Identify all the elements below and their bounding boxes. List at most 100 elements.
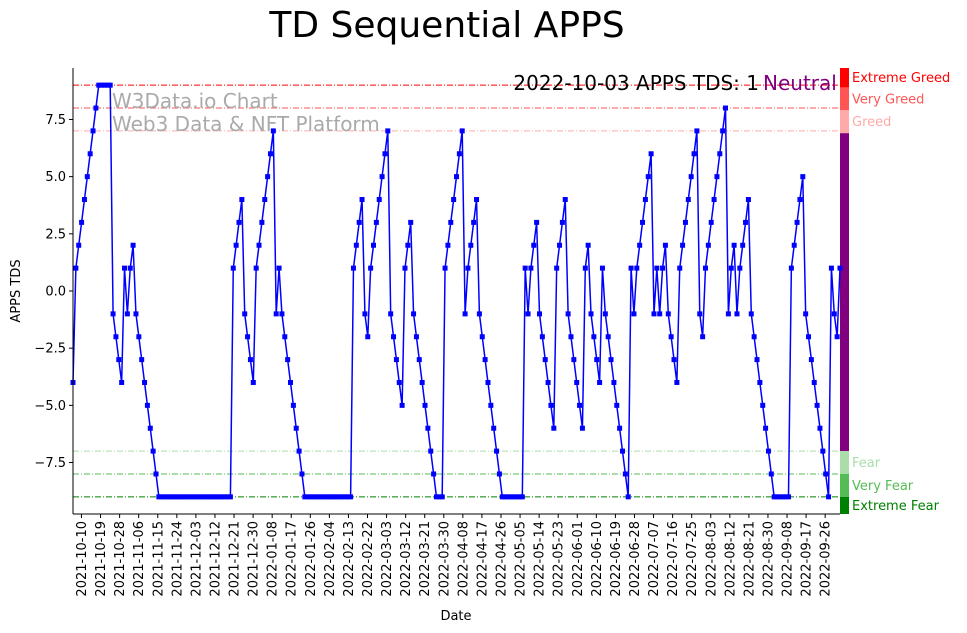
data-point xyxy=(282,334,288,340)
data-point xyxy=(356,219,362,225)
data-point xyxy=(156,494,162,500)
data-point xyxy=(342,494,348,500)
x-tick-label: 2022-04-08 xyxy=(456,521,471,597)
data-point xyxy=(774,494,780,500)
x-tick-label: 2022-05-14 xyxy=(533,521,548,597)
data-point xyxy=(694,128,700,134)
data-point xyxy=(210,494,216,500)
data-point xyxy=(637,242,643,248)
zone-band-1 xyxy=(840,87,849,111)
data-point xyxy=(597,379,603,385)
data-point xyxy=(382,151,388,157)
x-tick-label: 2022-05-05 xyxy=(514,521,529,597)
data-point xyxy=(459,128,465,134)
y-tick-label: −7.5 xyxy=(34,456,66,471)
x-tick-label: 2022-08-12 xyxy=(723,521,738,597)
data-point xyxy=(685,197,691,203)
y-tick-label: 2.5 xyxy=(45,227,66,242)
y-tick-label: −5.0 xyxy=(34,399,66,414)
data-point xyxy=(599,265,605,271)
data-point xyxy=(388,311,394,317)
x-tick-label: 2021-12-21 xyxy=(228,521,243,597)
data-point xyxy=(534,219,540,225)
data-point xyxy=(242,311,248,317)
data-point xyxy=(488,402,494,408)
data-point xyxy=(588,311,594,317)
data-point xyxy=(371,242,377,248)
data-point xyxy=(720,128,726,134)
data-point xyxy=(236,219,242,225)
data-point xyxy=(471,219,477,225)
data-point xyxy=(831,311,837,317)
data-point xyxy=(634,265,640,271)
zone-band-2 xyxy=(840,110,849,134)
data-point xyxy=(748,311,754,317)
data-point xyxy=(482,357,488,363)
data-point xyxy=(270,128,276,134)
x-tick-label: 2022-09-08 xyxy=(781,521,796,597)
data-point xyxy=(319,494,325,500)
x-axis-label: Date xyxy=(440,609,471,624)
zone-band-3 xyxy=(840,133,849,452)
data-point xyxy=(182,494,188,500)
data-point xyxy=(682,219,688,225)
data-point xyxy=(328,494,334,500)
data-point xyxy=(425,425,431,431)
data-point xyxy=(771,494,777,500)
data-point xyxy=(385,128,391,134)
x-tick-label: 2022-04-26 xyxy=(494,521,509,597)
zone-band-0 xyxy=(840,68,849,88)
data-point xyxy=(433,494,439,500)
data-point xyxy=(339,494,345,500)
x-tick-label: 2022-01-17 xyxy=(285,521,300,597)
data-point xyxy=(379,174,385,180)
data-point xyxy=(279,311,285,317)
x-tick-label: 2022-03-12 xyxy=(399,521,414,597)
data-point xyxy=(247,357,253,363)
x-tick-label: 2022-03-30 xyxy=(437,521,452,597)
data-point xyxy=(525,311,531,317)
data-point xyxy=(828,265,834,271)
data-point xyxy=(625,494,631,500)
x-tick-label: 2021-11-24 xyxy=(170,521,185,597)
x-tick-label: 2022-02-22 xyxy=(361,521,376,597)
data-point xyxy=(657,311,663,317)
data-point xyxy=(505,494,511,500)
data-point xyxy=(245,334,251,340)
data-point xyxy=(485,379,491,385)
data-point xyxy=(619,448,625,454)
data-point xyxy=(305,494,311,500)
data-point xyxy=(628,265,634,271)
data-point xyxy=(107,82,113,88)
data-point xyxy=(768,471,774,477)
data-point xyxy=(614,402,620,408)
zone-band-5 xyxy=(840,473,849,497)
data-point xyxy=(416,357,422,363)
data-point xyxy=(285,357,291,363)
data-point xyxy=(419,379,425,385)
data-point xyxy=(585,242,591,248)
data-point xyxy=(436,494,442,500)
data-point xyxy=(514,494,520,500)
data-point xyxy=(170,494,176,500)
data-point xyxy=(310,494,316,500)
data-point xyxy=(413,334,419,340)
data-point xyxy=(545,379,551,385)
data-point xyxy=(691,151,697,157)
data-point xyxy=(645,174,651,180)
data-point xyxy=(462,311,468,317)
y-axis-label: APPS TDS xyxy=(9,259,24,322)
data-point xyxy=(559,219,565,225)
data-point xyxy=(330,494,336,500)
y-tick-label: 7.5 xyxy=(45,113,66,128)
data-point xyxy=(577,402,583,408)
data-point xyxy=(542,357,548,363)
data-point xyxy=(565,311,571,317)
data-point xyxy=(87,151,93,157)
data-point xyxy=(190,494,196,500)
data-point xyxy=(116,357,122,363)
data-point xyxy=(359,197,365,203)
data-point xyxy=(104,82,110,88)
data-point xyxy=(582,265,588,271)
data-point xyxy=(81,197,87,203)
